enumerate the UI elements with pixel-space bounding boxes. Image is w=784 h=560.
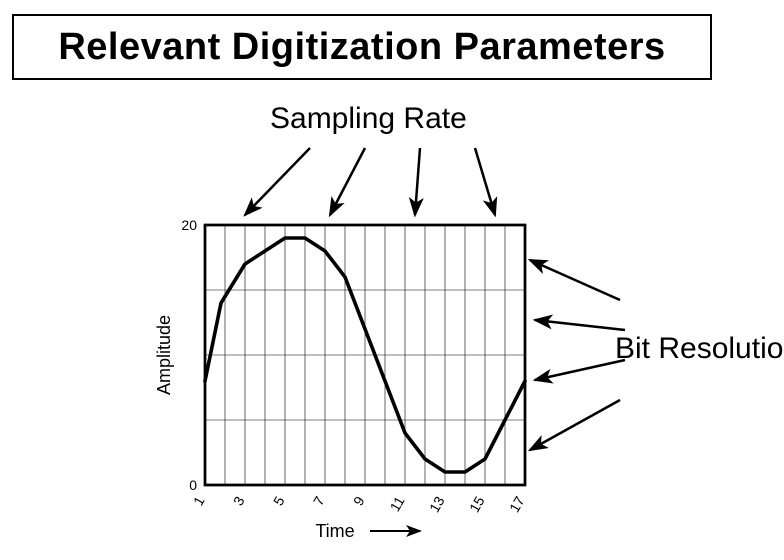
x-tick-label: 17 — [506, 493, 528, 515]
x-tick-label: 9 — [350, 493, 368, 508]
diagram-root: Relevant Digitization Parameters Samplin… — [0, 0, 784, 560]
y-axis-label: Amplitude — [154, 315, 174, 395]
x-tick-label: 13 — [426, 493, 448, 515]
arrow — [415, 148, 420, 215]
arrow — [530, 260, 620, 300]
arrow — [245, 148, 310, 215]
x-tick-label: 15 — [466, 493, 488, 515]
arrow — [535, 360, 625, 380]
y-tick-label: 0 — [189, 477, 197, 493]
x-tick-label: 1 — [190, 493, 208, 508]
arrow — [330, 148, 365, 215]
x-tick-label: 11 — [386, 493, 407, 514]
arrow — [535, 320, 625, 330]
x-tick-label: 7 — [310, 493, 328, 508]
y-tick-label: 20 — [181, 217, 197, 233]
arrow — [530, 400, 620, 450]
x-tick-label: 3 — [230, 493, 248, 508]
arrow — [475, 148, 495, 215]
diagram-svg: 1357911131517020AmplitudeTime — [0, 0, 784, 560]
x-tick-label: 5 — [270, 493, 288, 508]
x-axis-label: Time — [315, 521, 354, 541]
